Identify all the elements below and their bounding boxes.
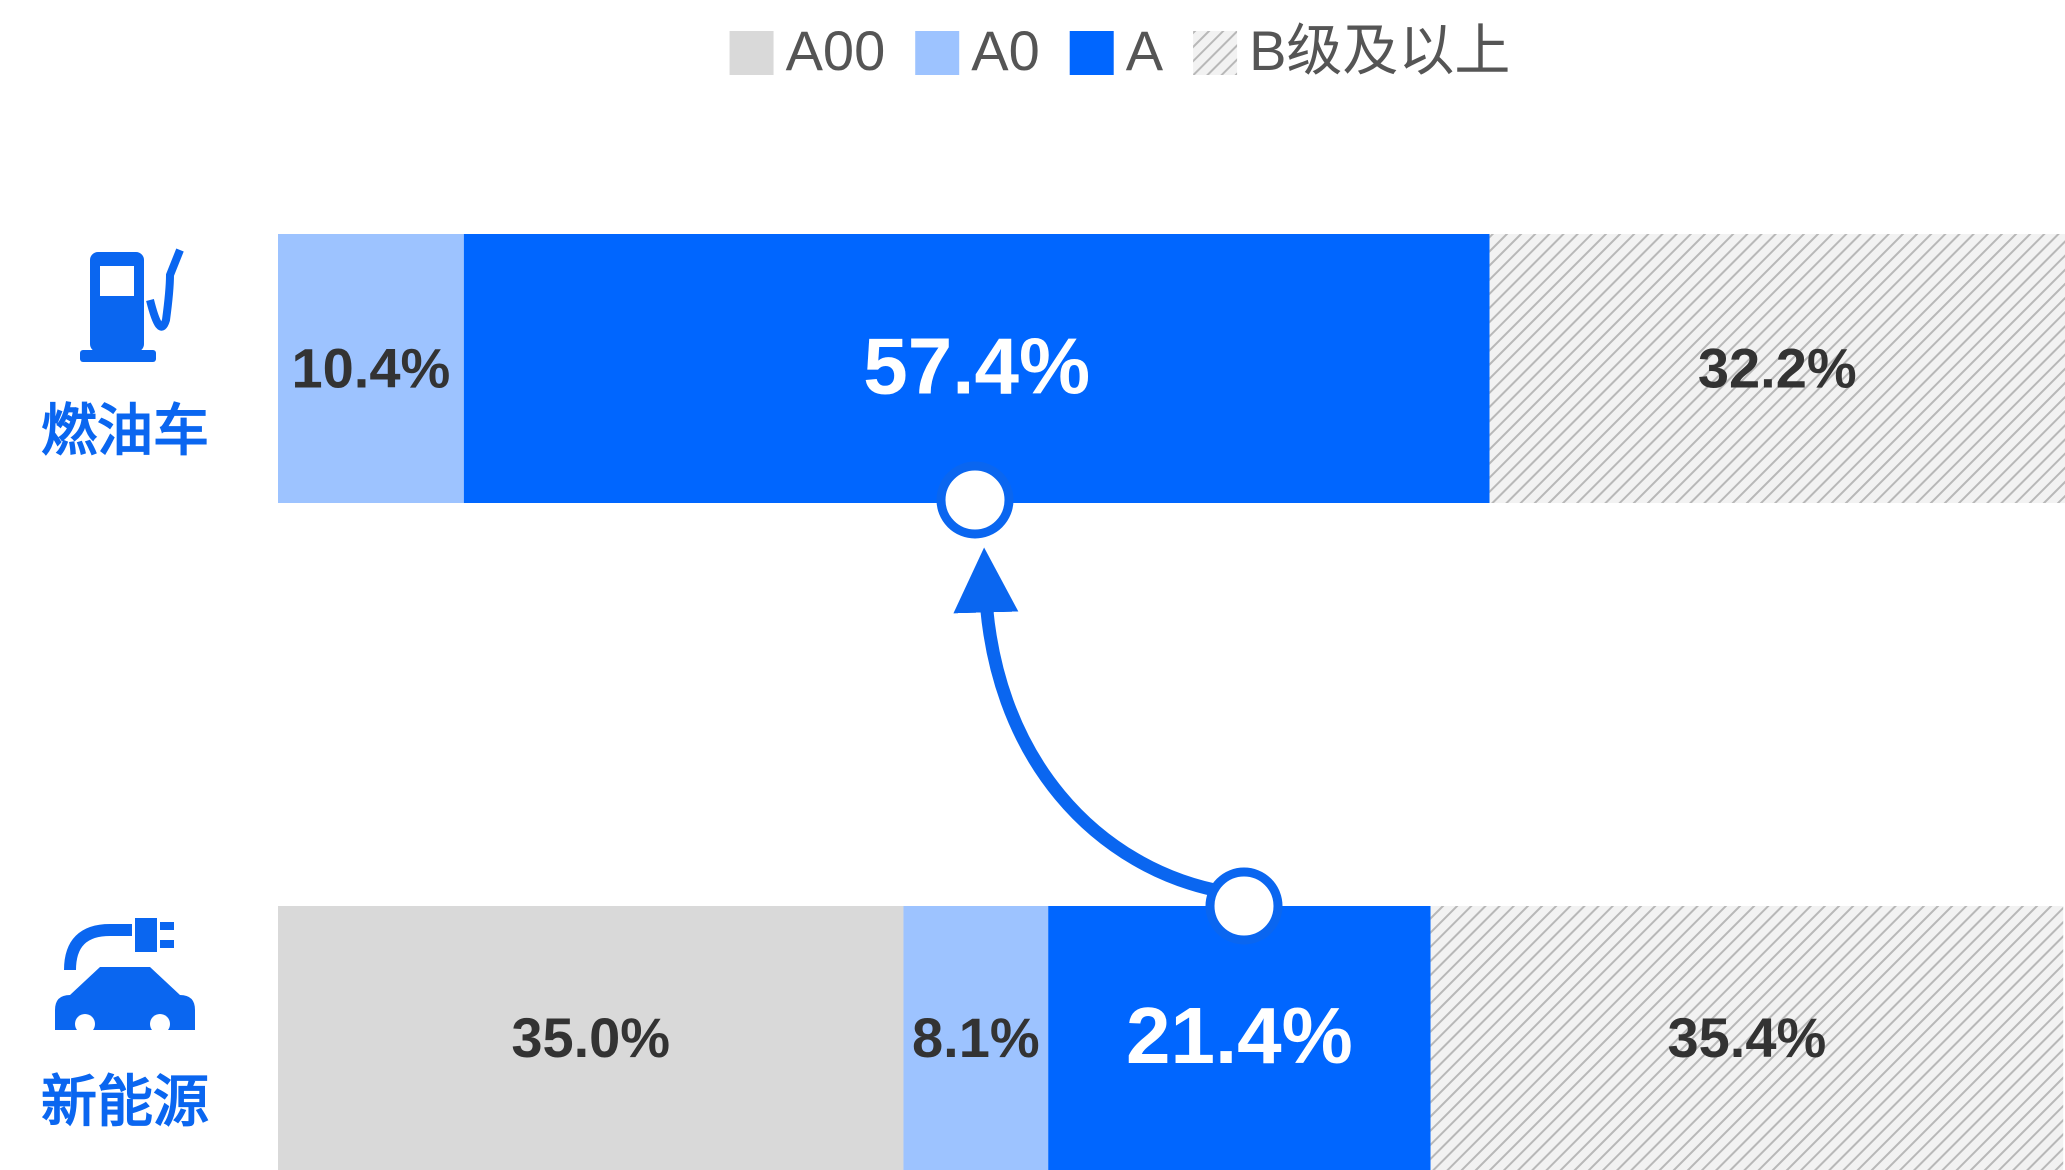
data-label: 8.1%: [912, 1006, 1040, 1069]
data-label: 10.4%: [292, 336, 451, 399]
legend-swatch: [729, 31, 774, 75]
bar-segment: [1489, 234, 2065, 503]
arrow: [953, 547, 1227, 899]
data-label: 35.4%: [1668, 1006, 1827, 1069]
data-label: 21.4%: [1126, 991, 1353, 1080]
category-label: 新能源: [41, 1070, 209, 1133]
bar-segment: [463, 234, 1490, 503]
data-label: 32.2%: [1698, 336, 1857, 399]
bar-segment: [903, 906, 1049, 1170]
legend-label: A: [1126, 19, 1164, 82]
legend-swatch: [1069, 31, 1114, 75]
arrow-start: [1205, 867, 1283, 945]
ev-icon: [55, 918, 195, 1034]
legend-swatch: [1193, 31, 1238, 75]
data-label: 57.4%: [863, 322, 1090, 411]
data-label: 35.0%: [511, 1006, 670, 1069]
bar-segment: [1048, 906, 1431, 1170]
legend-label: B级及以上: [1249, 19, 1510, 82]
arrow-end: [936, 461, 1014, 539]
bar-segment: [278, 906, 904, 1170]
legend-swatch: [915, 31, 960, 75]
bar-segment: [278, 234, 464, 503]
legend-label: A0: [971, 19, 1040, 82]
bar-segment: [1430, 906, 2064, 1170]
fuel-icon: [80, 248, 184, 362]
category-label: 燃油车: [41, 399, 209, 462]
legend: A00 A0 A B级及以上: [729, 19, 1510, 82]
legend-label: A00: [786, 19, 886, 82]
